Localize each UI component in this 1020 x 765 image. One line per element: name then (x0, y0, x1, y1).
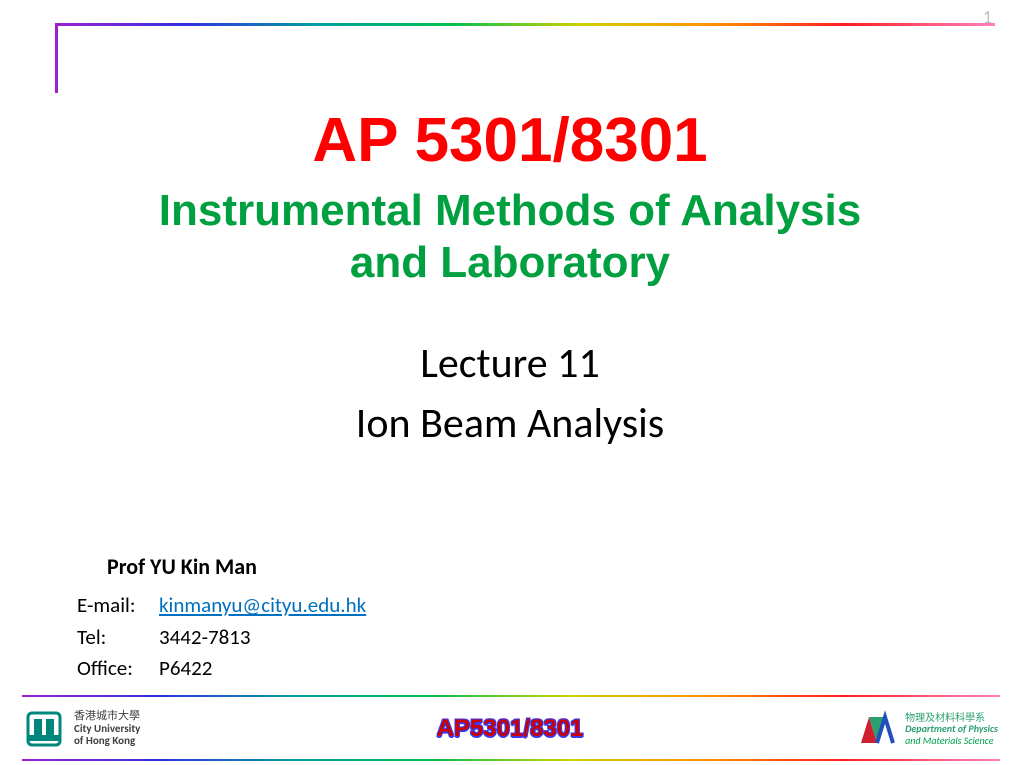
slide: 1 AP 5301/8301 Instrumental Methods of A… (0, 0, 1020, 765)
dept-en2: and Materials Science (905, 735, 998, 747)
course-title: Instrumental Methods of Analysis and Lab… (0, 185, 1020, 289)
lecture-number: Lecture 11 (0, 338, 1020, 389)
contact-block: E-mail: kinmanyu@cityu.edu.hk Tel: 3442-… (77, 590, 366, 685)
office-label: Office: (77, 653, 159, 685)
tel-label: Tel: (77, 622, 159, 654)
contact-tel-row: Tel: 3442-7813 (77, 622, 366, 654)
email-label: E-mail: (77, 590, 159, 622)
top-gradient-rule (55, 23, 995, 26)
office-value: P6422 (159, 653, 212, 685)
footer-right-logo-block: 物理及材料科學系 Department of Physics and Mater… (718, 702, 998, 756)
footer-gradient-rule-bottom (22, 759, 1000, 761)
contact-email-row: E-mail: kinmanyu@cityu.edu.hk (77, 590, 366, 622)
dept-logo-icon (855, 707, 899, 751)
lecture-title: Ion Beam Analysis (0, 398, 1020, 449)
professor-name: Prof YU Kin Man (107, 553, 257, 580)
contact-office-row: Office: P6422 (77, 653, 366, 685)
left-bracket-rule (55, 23, 58, 93)
footer-gradient-rule-top (22, 695, 1000, 697)
email-link[interactable]: kinmanyu@cityu.edu.hk (159, 590, 366, 622)
course-code: AP 5301/8301 (0, 105, 1020, 176)
tel-value: 3442-7813 (159, 622, 251, 654)
dept-logo-text: 物理及材料科學系 Department of Physics and Mater… (905, 712, 998, 747)
course-title-line2: and Laboratory (350, 238, 670, 287)
course-title-line1: Instrumental Methods of Analysis (159, 186, 861, 235)
